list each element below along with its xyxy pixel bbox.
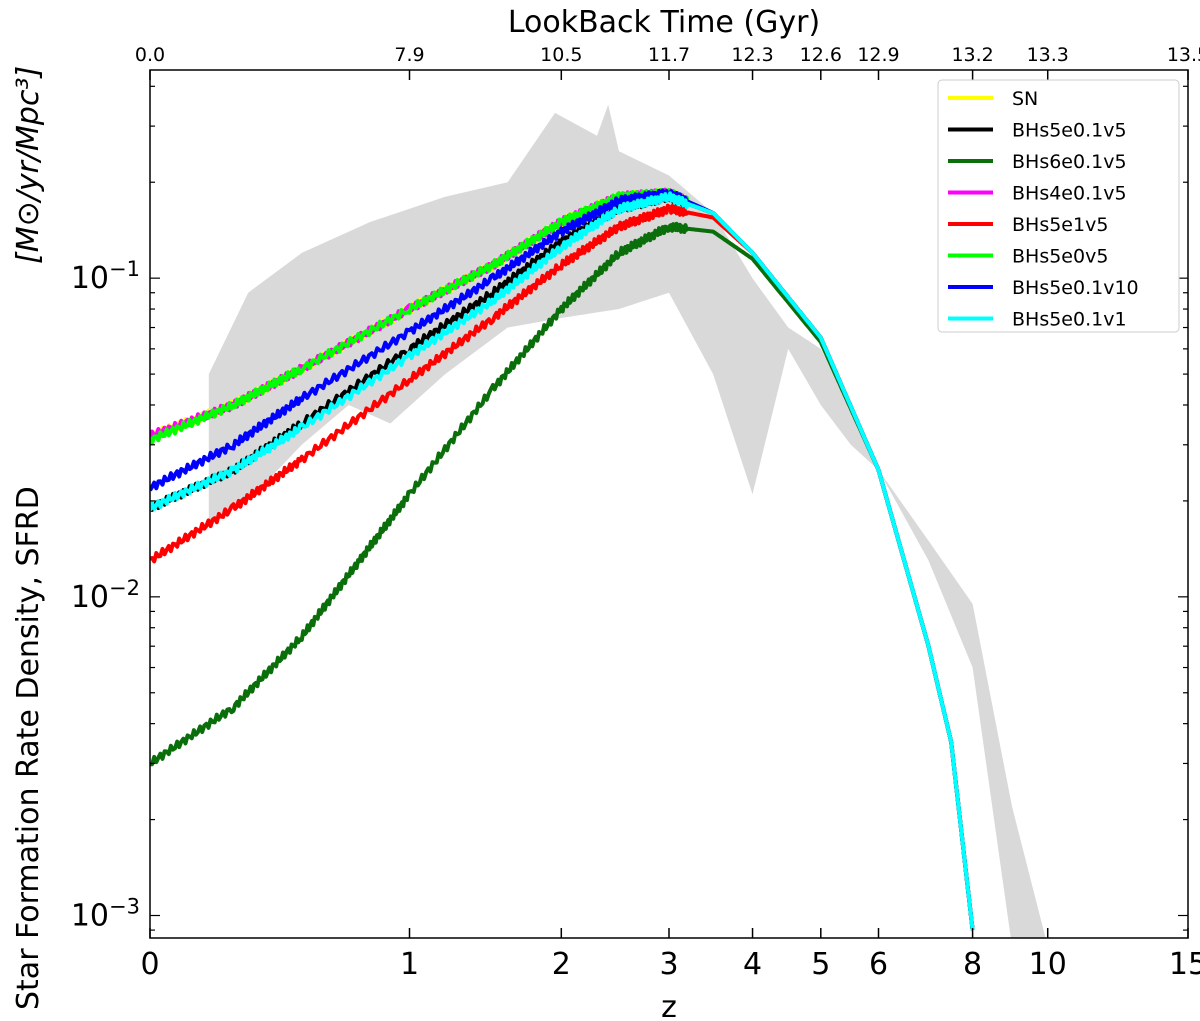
legend-label: BHs5e0v5 xyxy=(1012,246,1108,268)
legend-label: BHs5e0.1v10 xyxy=(1012,277,1139,299)
observation-band xyxy=(208,104,1046,938)
x-tick-label: 3 xyxy=(659,947,678,982)
top-tick-label: 13.3 xyxy=(1027,44,1069,66)
series-line-BHs5e0.1v1 xyxy=(150,191,975,931)
legend-box xyxy=(937,79,1180,333)
x-axis-label: z xyxy=(661,990,677,1021)
top-axis-ticks: 0.0 7.9 10.5 11.7 12.3 12.6 12.9 13.2 13.3 13.5 xyxy=(135,44,1200,66)
legend-label: BHs5e0.1v1 xyxy=(1012,309,1127,331)
series-lines xyxy=(150,187,975,931)
legend-label: BHs5e0.1v5 xyxy=(1012,120,1127,142)
x-tick-label: 1 xyxy=(400,947,419,982)
x-tick-label: 5 xyxy=(811,947,830,982)
top-tick-label: 13.2 xyxy=(951,44,993,66)
x-tick-label: 15 xyxy=(1169,947,1200,982)
x-tick-label: 4 xyxy=(743,947,762,982)
y-tick-label: 10−1 xyxy=(71,257,140,296)
legend-label: BHs4e0.1v5 xyxy=(1012,183,1127,205)
x-axis-ticks: 0 1 2 3 4 5 6 8 10 15 xyxy=(140,70,1200,982)
top-tick-label: 11.7 xyxy=(648,44,690,66)
x-tick-label: 8 xyxy=(963,947,982,982)
top-tick-label: 13.5 xyxy=(1167,44,1200,66)
top-tick-label: 12.6 xyxy=(800,44,842,66)
top-axis-label: LookBack Time (Gyr) xyxy=(508,5,820,40)
top-tick-label: 10.5 xyxy=(540,44,582,66)
legend-label: BHs5e1v5 xyxy=(1012,214,1108,236)
x-tick-label: 10 xyxy=(1029,947,1067,982)
y-axis-label: Star Formation Rate Density, SFRD xyxy=(11,486,46,1010)
legend-label: BHs6e0.1v5 xyxy=(1012,151,1127,173)
y-tick-label: 10−3 xyxy=(71,895,140,934)
observation-band-area xyxy=(208,104,1046,938)
top-tick-label: 12.3 xyxy=(731,44,773,66)
top-tick-label: 12.9 xyxy=(857,44,899,66)
legend: SN BHs5e0.1v5 BHs6e0.1v5 BHs4e0.1v5 BHs5e1v5… xyxy=(937,79,1180,333)
y-axis-ticks: 10−3 10−2 10−1 xyxy=(71,85,1188,934)
top-tick-label: 7.9 xyxy=(394,44,424,66)
x-tick-label: 2 xyxy=(552,947,571,982)
y-tick-label: 10−2 xyxy=(71,576,140,615)
legend-label: SN xyxy=(1012,88,1038,110)
x-tick-label: 0 xyxy=(140,947,159,982)
top-tick-label: 0.0 xyxy=(135,44,165,66)
x-tick-label: 6 xyxy=(869,947,888,982)
y-axis-units: [M⊙/yr/Mpc³] xyxy=(11,66,46,264)
